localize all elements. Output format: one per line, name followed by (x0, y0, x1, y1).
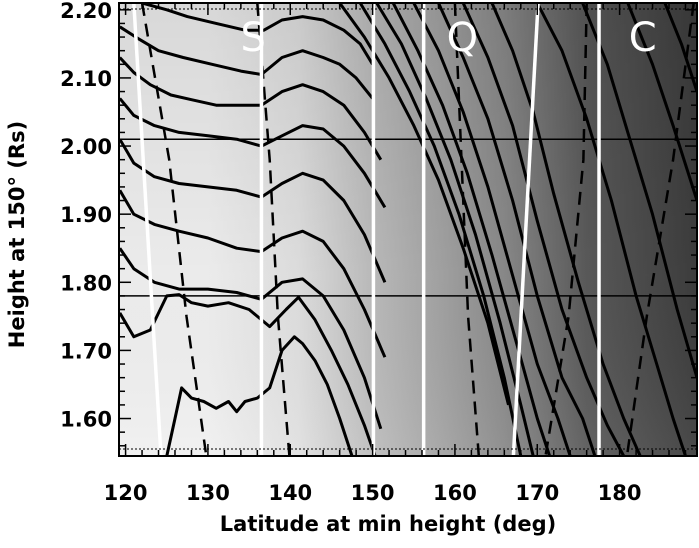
x-tick-label: 120 (104, 481, 148, 505)
x-tick-label: 180 (598, 481, 642, 505)
y-tick-label: 2.00 (60, 135, 112, 159)
contour-line (119, 56, 383, 161)
x-tick-label: 160 (433, 481, 477, 505)
contour-line (358, 3, 523, 456)
x-tick-label: 170 (515, 481, 559, 505)
contour-line (663, 3, 697, 93)
region-label-c: C (629, 15, 657, 61)
region-label-q: Q (447, 15, 478, 61)
x-tick-label: 150 (351, 481, 395, 505)
y-tick-label: 1.60 (60, 408, 112, 432)
region-label-s: S (241, 15, 266, 61)
dashed-boundary-line (453, 3, 481, 456)
y-tick-label: 1.80 (60, 271, 112, 295)
contour-line (490, 3, 642, 456)
white-boundary-line (511, 3, 540, 456)
dashed-boundary-line (544, 3, 588, 456)
axes: 120 130 140 150 160 170 180 1.60 1.70 1.80 1.90 2.0… (5, 0, 698, 536)
contour-line (338, 3, 510, 406)
dashed-boundary-line (256, 3, 291, 456)
y-tick-label: 2.20 (60, 0, 112, 23)
contour-line (626, 3, 697, 201)
y-axis-title: Height at 150° (Rs) (5, 121, 29, 348)
y-tick-label: 1.90 (60, 203, 112, 227)
contour-line (165, 335, 354, 456)
white-boundary-line (132, 3, 163, 456)
contour-line (535, 3, 687, 456)
plot-frame (118, 2, 698, 457)
dashed-boundary-line (625, 3, 695, 456)
contour-line (461, 3, 626, 456)
x-tick-label: 140 (268, 481, 312, 505)
contour-line (581, 3, 697, 379)
y-tick-label: 2.10 (60, 67, 112, 91)
x-axis-title: Latitude at min height (deg) (220, 512, 556, 536)
contour-line (119, 293, 377, 456)
dashed-boundary-line (140, 3, 208, 456)
x-tick-label: 130 (186, 481, 230, 505)
y-tick-label: 1.70 (60, 339, 112, 363)
contour-line (141, 3, 374, 66)
